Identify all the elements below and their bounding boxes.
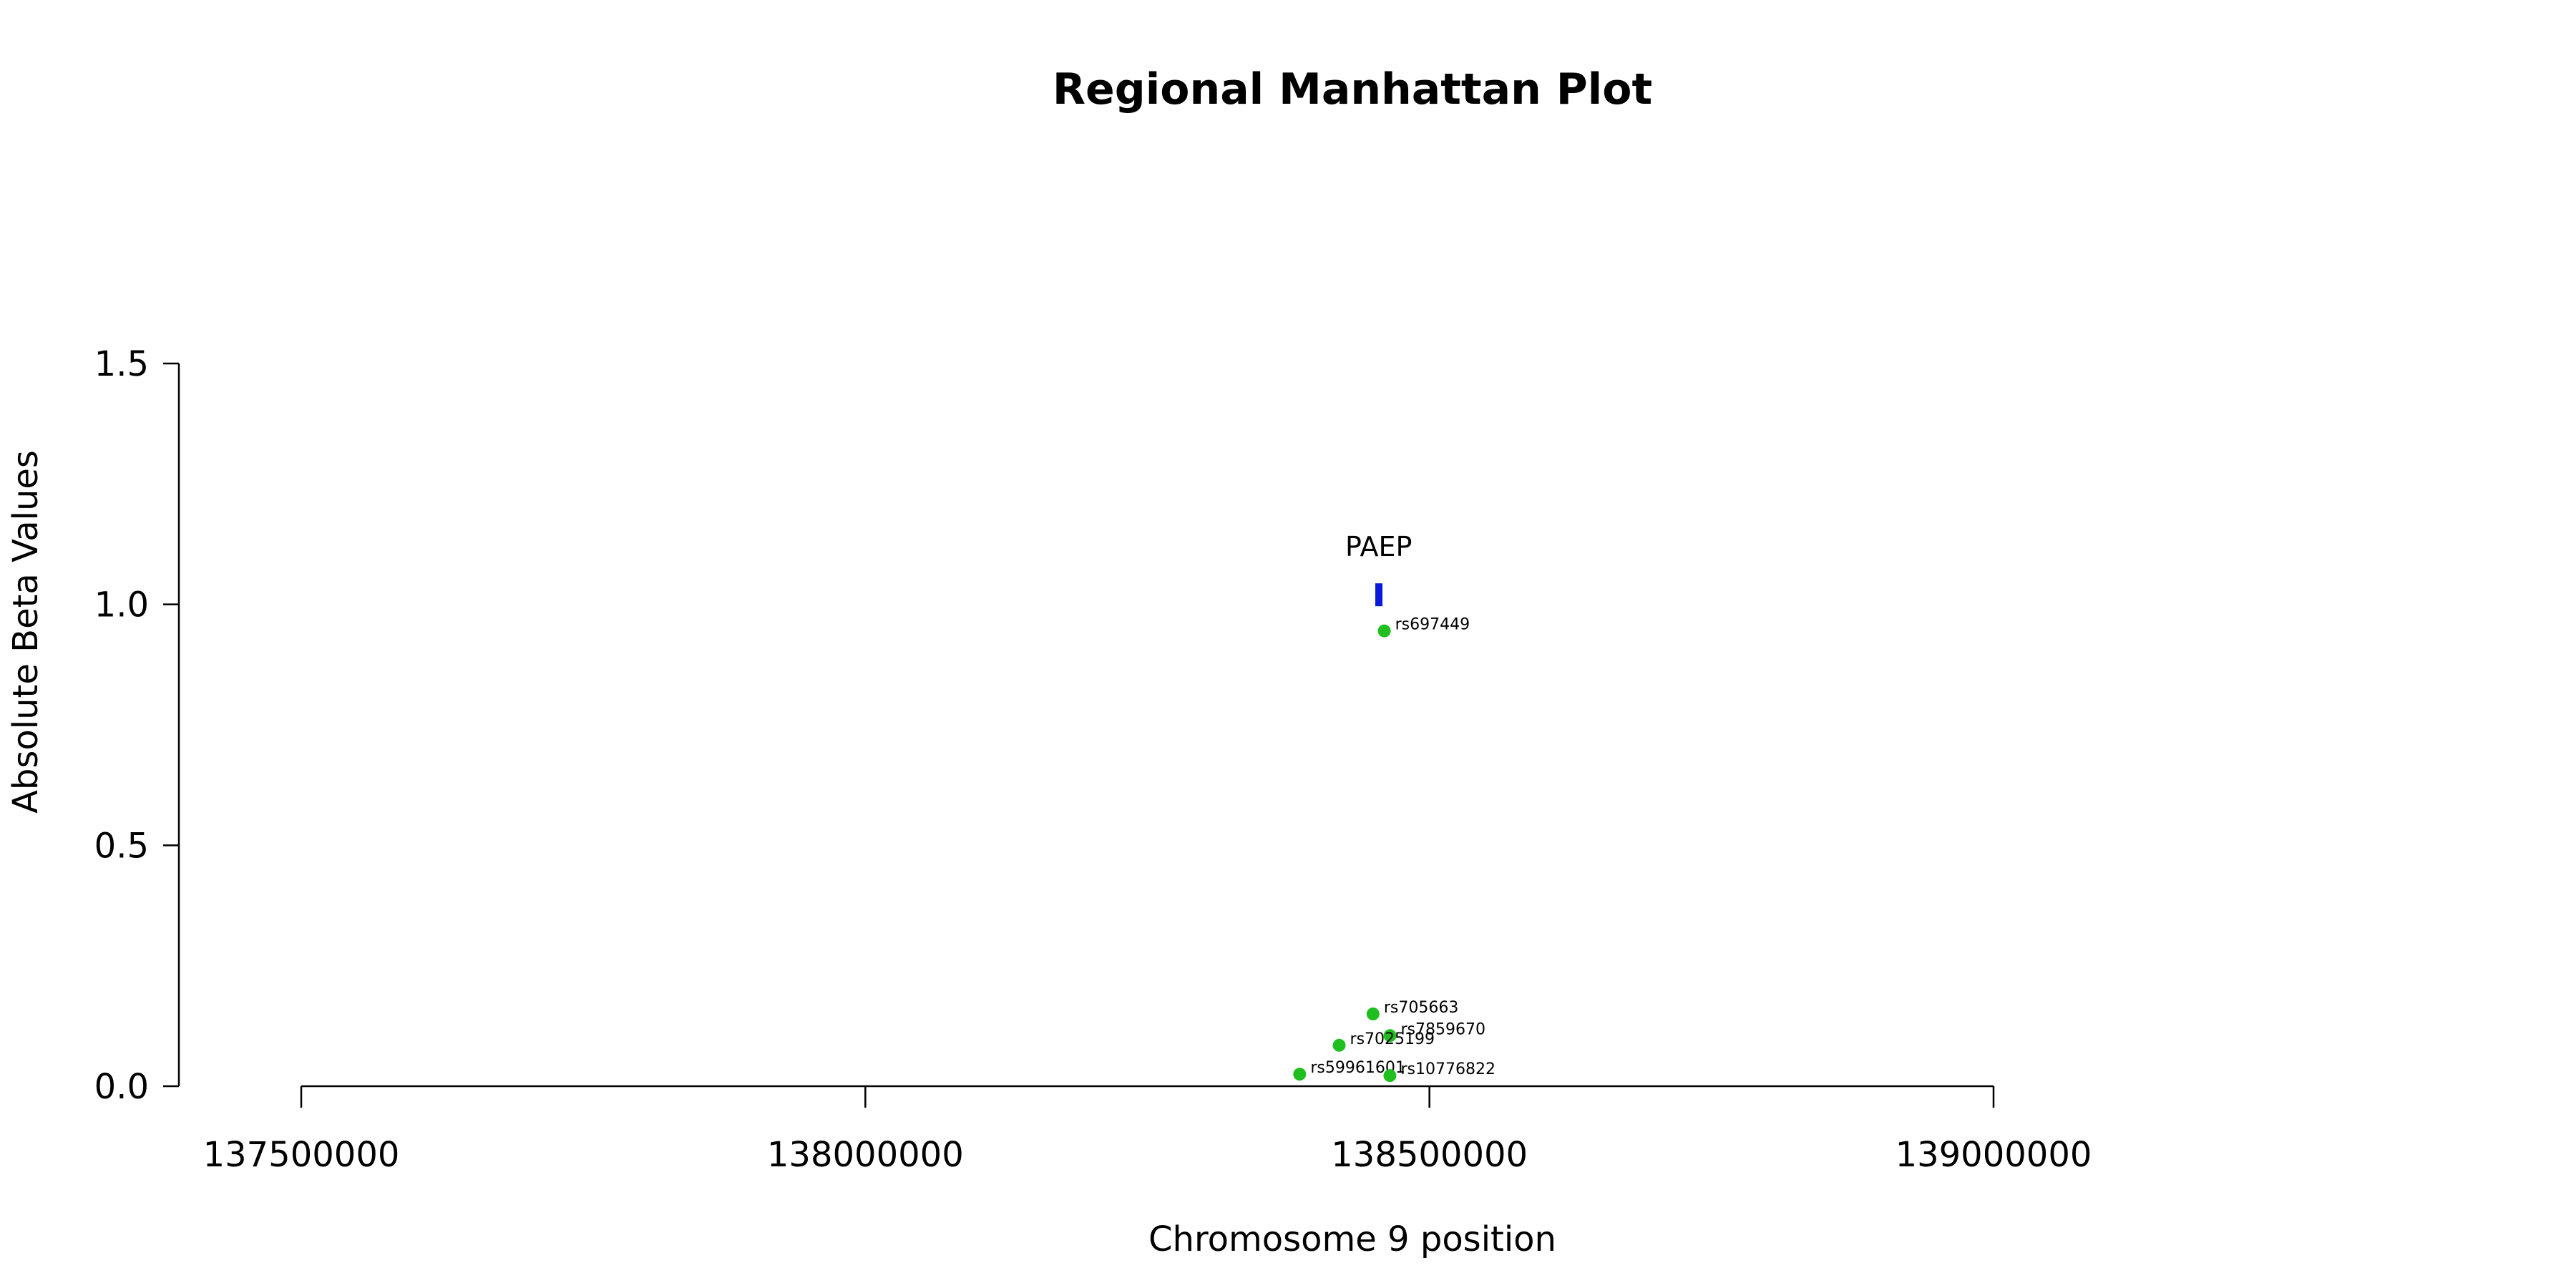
gene-bar [1375,583,1382,607]
x-tick-label: 137500000 [203,1135,400,1175]
y-tick-label: 1.0 [94,585,149,625]
x-ticks: 137500000 138000000 138500000 139000000 [203,1086,2092,1175]
snp-label: rs7025199 [1350,1030,1435,1048]
snp-label: rs697449 [1395,616,1470,634]
snp-point [1377,624,1391,638]
y-axis: 0.0 0.5 1.0 1.5 [94,344,180,1107]
x-axis: 137500000 138000000 138500000 139000000 [203,1085,2092,1175]
snp-point [1293,1068,1307,1081]
y-ticks: 0.0 0.5 1.0 1.5 [94,344,179,1107]
snp-point [1383,1069,1397,1083]
x-tick-label: 138500000 [1331,1135,1528,1175]
y-tick-label: 0.5 [94,826,149,866]
snp-point [1366,1008,1380,1020]
snp-label: rs10776822 [1400,1060,1495,1078]
x-tick-label: 139000000 [1896,1135,2092,1175]
snp-point [1383,1029,1397,1043]
y-tick-label: 1.5 [94,344,149,384]
chart-title: Regional Manhattan Plot [1053,64,1652,114]
x-axis-label: Chromosome 9 position [1148,1219,1556,1259]
y-tick-label: 0.0 [94,1067,149,1107]
gene-label: PAEP [1345,531,1412,562]
y-axis-label: Absolute Beta Values [6,450,46,814]
snp-label: rs7859670 [1400,1020,1485,1038]
snp-points: rs697449rs705663rs7859670rs7025199rs5996… [1293,616,1496,1083]
x-tick-label: 138000000 [767,1135,964,1175]
snp-label: rs705663 [1384,999,1459,1017]
gene-track: PAEP [1345,531,1412,607]
snp-point [1332,1038,1346,1052]
